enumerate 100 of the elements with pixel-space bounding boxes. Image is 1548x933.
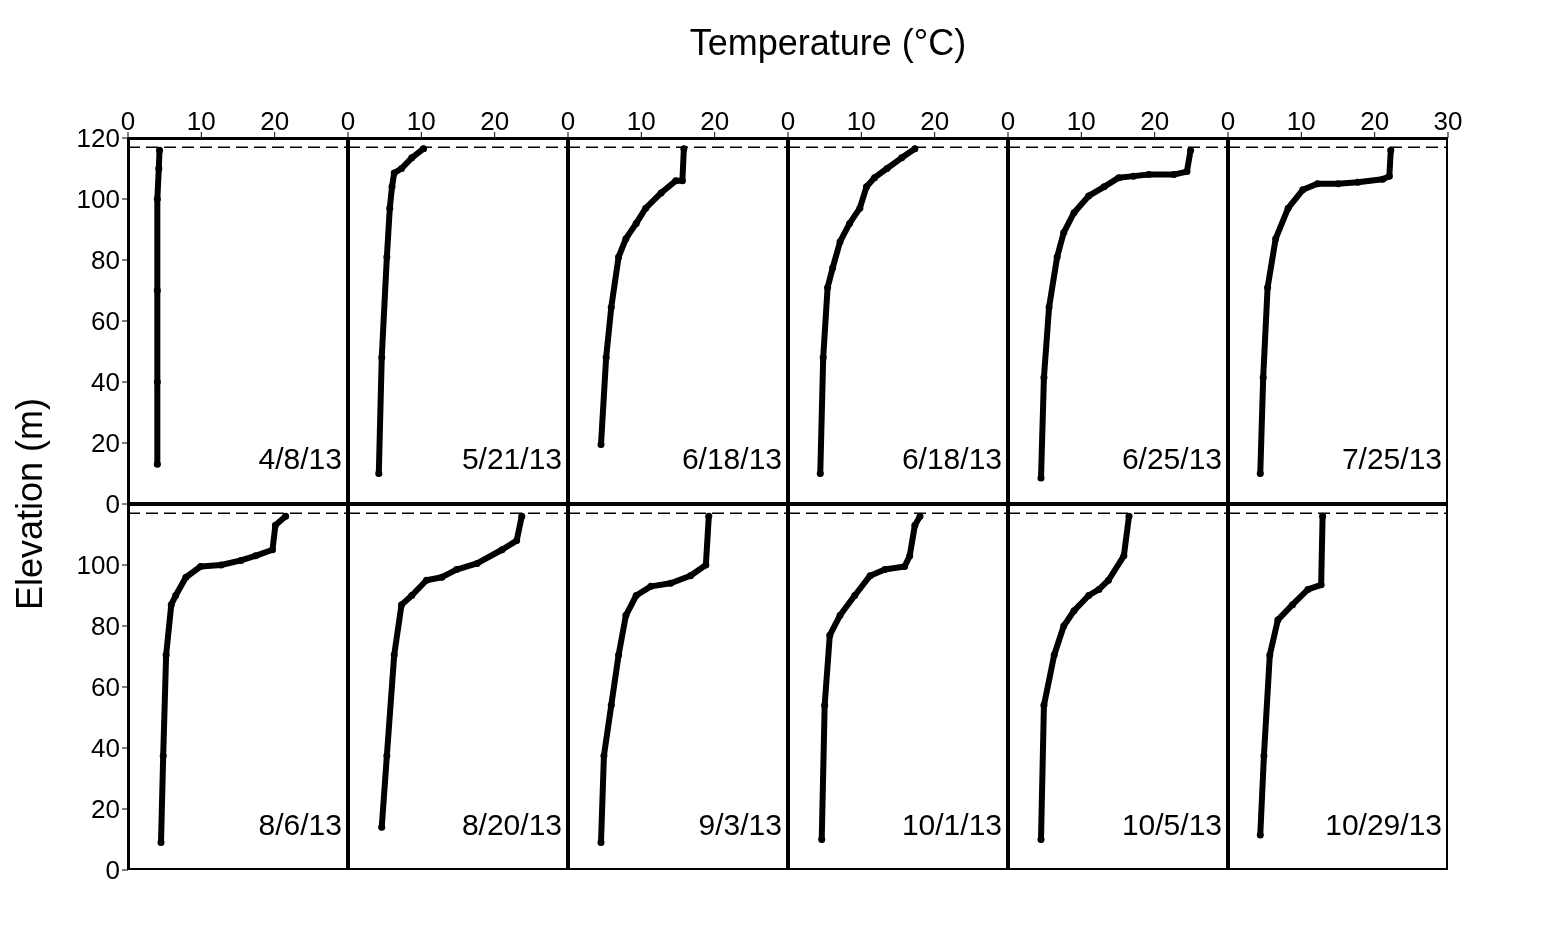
x-tick-label: 20	[1360, 106, 1390, 136]
point	[881, 566, 889, 574]
point	[518, 512, 526, 520]
point	[271, 521, 279, 529]
point	[172, 592, 180, 599]
point	[1115, 174, 1123, 182]
point	[1284, 204, 1292, 212]
point	[1299, 186, 1307, 194]
y-tick-label: 60	[91, 306, 120, 337]
x-tick-label: 20	[260, 106, 290, 136]
point	[1045, 303, 1053, 311]
point	[898, 154, 906, 162]
point	[1379, 175, 1387, 183]
point	[816, 470, 824, 477]
y-tick-label: 40	[91, 733, 120, 764]
point	[818, 836, 826, 843]
point	[197, 563, 205, 571]
y-tick-label: 0	[105, 855, 120, 886]
annotation: 6/18/13	[901, 442, 1002, 476]
point	[866, 572, 874, 580]
y-tick-label: 60	[91, 672, 120, 703]
point	[678, 177, 686, 185]
y-tick-label: 100	[76, 184, 120, 215]
point	[836, 238, 844, 246]
y-tick-label: 40	[91, 367, 120, 398]
point	[615, 253, 623, 261]
point	[632, 219, 640, 227]
point	[1256, 831, 1264, 839]
point	[911, 145, 919, 153]
point	[1170, 171, 1178, 179]
point	[408, 154, 416, 162]
point	[705, 512, 713, 520]
point	[513, 537, 521, 545]
point	[453, 566, 461, 574]
point	[473, 559, 481, 567]
point	[1040, 373, 1048, 381]
y-tick-label: 100	[76, 550, 120, 581]
annotation: 10/29/13	[1325, 808, 1442, 842]
point	[916, 512, 924, 520]
point	[607, 701, 615, 709]
y-axis-title: Elevation (m)	[9, 397, 51, 611]
point	[1289, 601, 1297, 609]
point	[642, 204, 650, 212]
annotation: 8/20/13	[461, 808, 562, 842]
point	[422, 576, 430, 584]
point	[1385, 172, 1393, 180]
point	[1183, 168, 1191, 176]
x-tick-label: 10	[1066, 106, 1096, 136]
point	[1129, 172, 1137, 180]
point	[1317, 581, 1325, 589]
point	[686, 572, 694, 580]
point	[398, 601, 406, 609]
x-tick-label: 0	[780, 106, 796, 136]
point	[1313, 180, 1321, 188]
point	[378, 354, 386, 362]
point	[1037, 836, 1045, 843]
point	[252, 552, 260, 560]
point	[1070, 209, 1078, 217]
point	[1387, 146, 1395, 154]
point	[680, 145, 688, 153]
point	[498, 546, 506, 554]
point	[901, 563, 909, 571]
point	[1259, 373, 1267, 381]
annotation: 7/25/13	[1341, 442, 1442, 476]
point	[237, 556, 245, 564]
x-tick-label: 0	[560, 106, 576, 136]
point	[1060, 229, 1068, 237]
point	[647, 582, 655, 590]
point	[597, 839, 605, 847]
annotation: 4/8/13	[258, 442, 342, 476]
point	[819, 354, 827, 362]
point	[1274, 616, 1282, 624]
point	[1304, 585, 1312, 593]
x-tick-label: 10	[846, 106, 876, 136]
point	[667, 579, 675, 587]
point	[1187, 146, 1195, 154]
y-tick-label: 20	[91, 428, 120, 459]
point	[1145, 171, 1153, 179]
point	[157, 839, 165, 847]
x-axis-title: Temperature (°C)	[689, 22, 967, 64]
point	[1256, 470, 1264, 477]
point	[1050, 651, 1058, 659]
point	[851, 592, 859, 599]
point	[388, 183, 396, 191]
y-tick-label: 20	[91, 794, 120, 825]
point	[282, 512, 290, 520]
point	[622, 235, 630, 243]
point	[632, 592, 640, 599]
point	[883, 165, 891, 172]
point	[1125, 512, 1133, 520]
point	[672, 177, 680, 185]
point	[1100, 183, 1108, 191]
point	[1070, 607, 1078, 615]
point	[1260, 752, 1268, 760]
point	[420, 145, 428, 153]
y-tick-label: 120	[76, 123, 120, 154]
point	[1053, 253, 1061, 261]
point	[1266, 651, 1274, 659]
point	[911, 521, 919, 529]
y-tick-label: 80	[91, 611, 120, 642]
